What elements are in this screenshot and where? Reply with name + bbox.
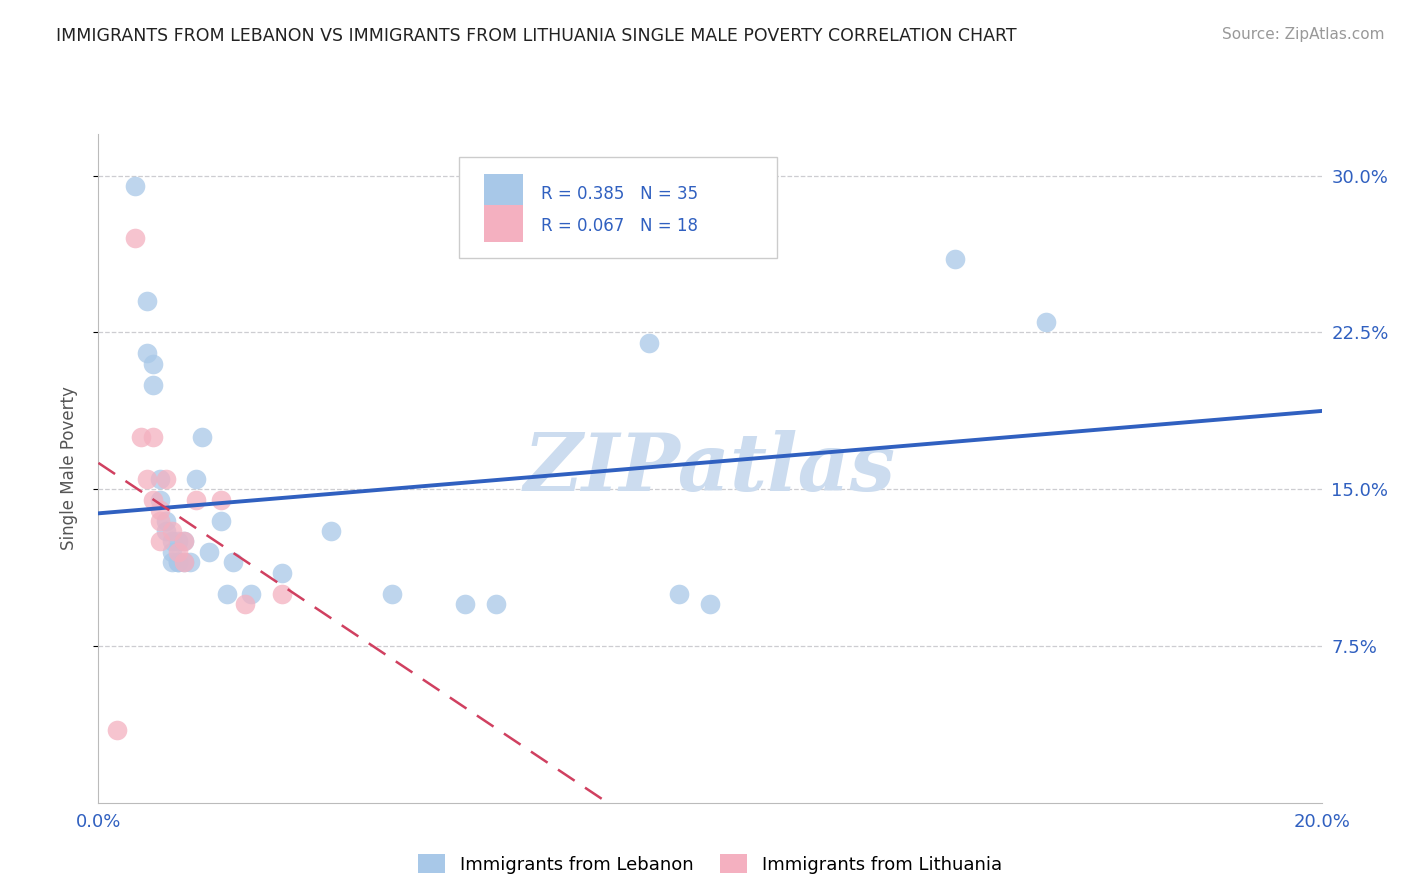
Point xyxy=(136,346,159,360)
Point xyxy=(160,555,183,569)
Point xyxy=(167,534,190,549)
Point xyxy=(124,179,146,194)
Point xyxy=(142,377,165,392)
Text: IMMIGRANTS FROM LEBANON VS IMMIGRANTS FROM LITHUANIA SINGLE MALE POVERTY CORRELA: IMMIGRANTS FROM LEBANON VS IMMIGRANTS FR… xyxy=(56,27,1017,45)
Point xyxy=(155,514,177,528)
Point xyxy=(136,294,159,309)
Point xyxy=(179,555,201,569)
Point xyxy=(270,587,292,601)
Point xyxy=(149,503,172,517)
Point xyxy=(668,587,690,601)
Y-axis label: Single Male Poverty: Single Male Poverty xyxy=(59,386,77,550)
Point xyxy=(637,335,661,350)
FancyBboxPatch shape xyxy=(484,205,523,243)
Point xyxy=(149,492,172,507)
Text: Source: ZipAtlas.com: Source: ZipAtlas.com xyxy=(1222,27,1385,42)
Text: ZIPatlas: ZIPatlas xyxy=(524,430,896,507)
Point xyxy=(186,472,208,486)
Text: R = 0.067   N = 18: R = 0.067 N = 18 xyxy=(541,217,699,235)
Point xyxy=(167,555,190,569)
Point xyxy=(699,597,721,611)
Point xyxy=(197,545,219,559)
Point xyxy=(270,566,292,580)
Point xyxy=(222,555,245,569)
Point xyxy=(136,472,159,486)
Point xyxy=(215,587,238,601)
FancyBboxPatch shape xyxy=(460,157,778,258)
Point xyxy=(485,597,508,611)
Point xyxy=(124,231,146,245)
Point xyxy=(186,492,208,507)
Point xyxy=(1035,315,1057,329)
Point xyxy=(173,555,195,569)
Point xyxy=(167,545,190,559)
Point xyxy=(191,430,214,444)
Point xyxy=(149,514,172,528)
Point xyxy=(209,492,232,507)
Point xyxy=(167,555,190,569)
Point xyxy=(233,597,256,611)
Point xyxy=(155,472,177,486)
Point xyxy=(173,534,195,549)
Point xyxy=(173,555,195,569)
Point xyxy=(160,524,183,538)
Point xyxy=(209,514,232,528)
Text: R = 0.385   N = 35: R = 0.385 N = 35 xyxy=(541,186,699,203)
Point xyxy=(160,545,183,559)
Point xyxy=(142,430,165,444)
Point xyxy=(173,534,195,549)
Point xyxy=(454,597,477,611)
Point xyxy=(319,524,342,538)
Point xyxy=(160,534,183,549)
Point xyxy=(142,492,165,507)
Point xyxy=(142,357,165,371)
Point xyxy=(149,534,172,549)
FancyBboxPatch shape xyxy=(484,174,523,211)
Point xyxy=(149,472,172,486)
Point xyxy=(240,587,263,601)
Legend: Immigrants from Lebanon, Immigrants from Lithuania: Immigrants from Lebanon, Immigrants from… xyxy=(411,847,1010,880)
Point xyxy=(943,252,966,267)
Point xyxy=(155,524,177,538)
Point xyxy=(381,587,404,601)
Point xyxy=(129,430,152,444)
Point xyxy=(105,723,128,737)
